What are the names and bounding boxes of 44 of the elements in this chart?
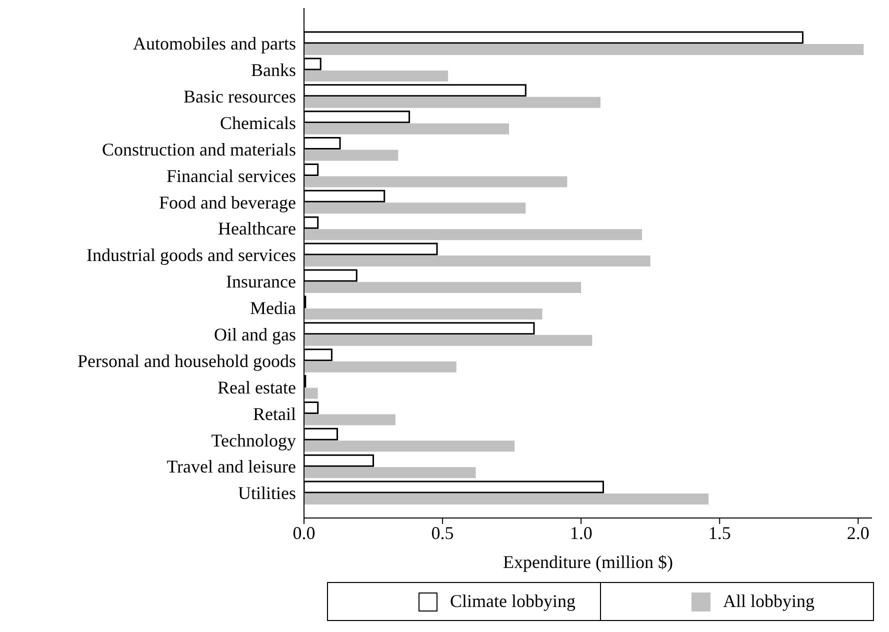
x-axis-title: Expenditure (million $) (503, 552, 673, 572)
bar (304, 308, 542, 320)
bar (304, 334, 592, 346)
y-tick-label: Construction and materials (102, 139, 296, 160)
x-tick-label: 0.0 (292, 522, 316, 543)
y-tick-label: Retail (253, 404, 296, 424)
bar (304, 282, 582, 293)
x-tick-label: 1.0 (570, 522, 592, 543)
y-tick-label: Automobiles and parts (133, 34, 296, 54)
y-tick-label: Media (250, 298, 296, 318)
y-tick-label: Technology (211, 430, 296, 450)
x-tick-label: 0.5 (431, 522, 454, 543)
legend-label: Climate lobbying (450, 591, 576, 612)
bar (304, 361, 456, 372)
y-tick-label: Food and beverage (159, 192, 296, 212)
bar (304, 256, 650, 267)
y-tick-label: Personal and household goods (78, 350, 296, 371)
y-tick-label: Industrial goods and services (86, 245, 296, 266)
bar (304, 414, 396, 426)
x-tick-label: 1.5 (708, 522, 731, 543)
bar (304, 229, 642, 240)
legend-label: All lobbying (723, 591, 815, 612)
bar (304, 44, 864, 55)
y-tick-label: Financial services (166, 166, 296, 186)
y-tick-label: Banks (251, 60, 296, 80)
bar (304, 96, 600, 108)
y-tick-label: Healthcare (218, 218, 296, 239)
bar (304, 467, 476, 478)
bar (304, 70, 448, 82)
bar (304, 440, 515, 452)
bar (304, 176, 568, 188)
y-tick-label: Basic resources (184, 86, 296, 106)
bar (304, 150, 398, 161)
y-tick-label: Chemicals (220, 112, 296, 133)
x-tick-label: 2.0 (846, 522, 870, 543)
bar (304, 123, 510, 134)
y-tick-label: Travel and leisure (166, 456, 296, 477)
y-tick-label: Insurance (226, 272, 296, 292)
y-tick-label: Real estate (218, 377, 296, 398)
y-tick-label: Utilities (238, 483, 296, 504)
bar (304, 202, 526, 214)
bar (304, 494, 709, 505)
bar (304, 388, 318, 399)
y-tick-label: Oil and gas (214, 324, 296, 344)
